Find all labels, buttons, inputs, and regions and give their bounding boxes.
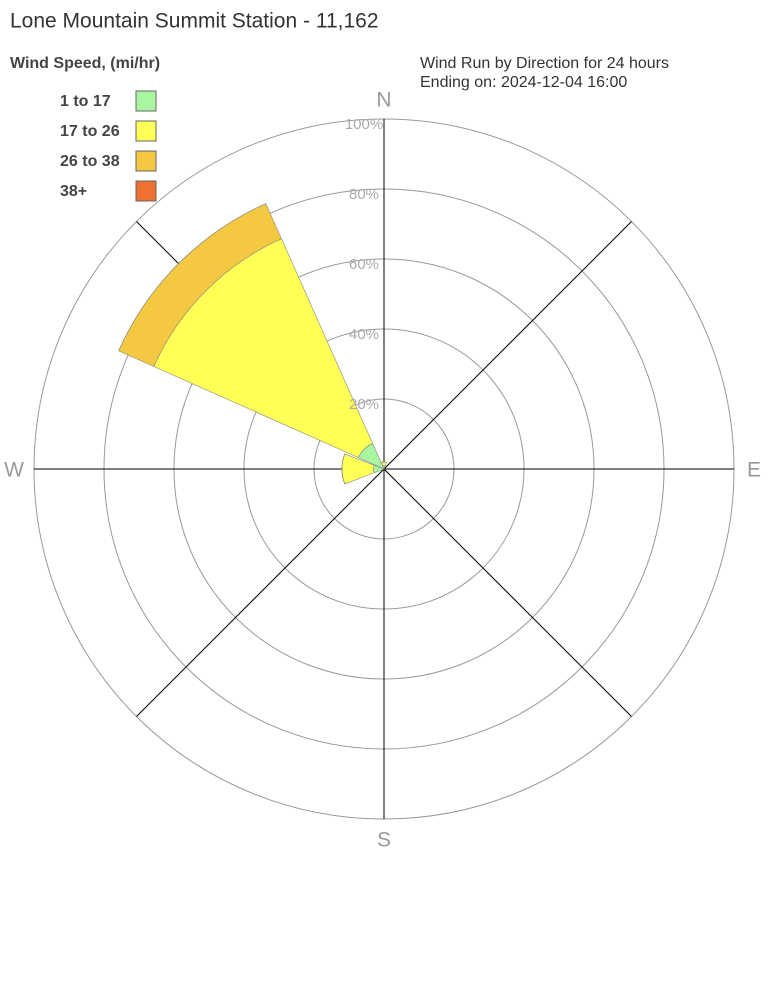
wedge [341,453,346,485]
direction-label: S [377,829,391,852]
legend-label: 1 to 17 [60,93,111,110]
direction-label: W [4,459,24,482]
r-tick-label: 100% [345,116,383,133]
legend-label: 17 to 26 [60,123,120,140]
wedge [118,203,266,351]
legend-swatch [135,180,157,202]
legend-title: Wind Speed, (mi/hr) [10,55,160,72]
chart-title: Lone Mountain Summit Station - 11,162 [10,10,379,33]
legend-label: 38+ [60,183,87,200]
legend-swatch [135,120,157,142]
legend-label: 26 to 38 [60,153,120,170]
direction-label: N [376,89,391,112]
r-tick-label: 20% [349,396,379,413]
r-tick-label: 80% [349,186,379,203]
subtitle: Wind Run by Direction for 24 hours [420,55,669,72]
legend-swatch [135,150,157,172]
legend-swatch [135,90,157,112]
r-tick-label: 40% [349,326,379,343]
r-tick-label: 60% [349,256,379,273]
subtitle: Ending on: 2024-12-04 16:00 [420,74,627,91]
direction-label: E [747,459,761,482]
